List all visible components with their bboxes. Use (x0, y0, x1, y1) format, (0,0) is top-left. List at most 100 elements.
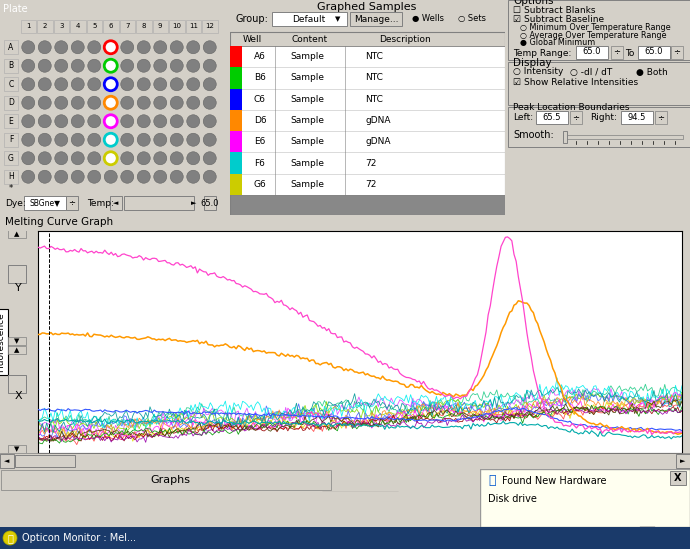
Bar (202, 20, 217, 33)
Bar (230, 68, 242, 88)
Circle shape (22, 96, 34, 109)
Circle shape (88, 152, 101, 165)
Circle shape (154, 115, 167, 128)
Bar (563, 131, 567, 143)
Bar (272, 12, 347, 26)
Circle shape (104, 152, 117, 165)
Text: NTC: NTC (365, 95, 383, 104)
Bar (24, 196, 66, 210)
Bar (86, 20, 102, 33)
Circle shape (71, 170, 84, 183)
Circle shape (55, 152, 68, 165)
Text: To: To (625, 48, 634, 58)
Polygon shape (640, 527, 655, 535)
Circle shape (55, 78, 68, 91)
Bar (576, 46, 608, 59)
Text: ▲: ▲ (14, 347, 20, 353)
Text: X: X (674, 473, 682, 483)
Bar (230, 173, 242, 195)
Text: Left:: Left: (513, 114, 533, 122)
Bar (230, 153, 242, 173)
Text: 3: 3 (59, 24, 63, 30)
Bar (4, 133, 18, 147)
Bar (230, 110, 242, 131)
Text: 9: 9 (158, 24, 163, 30)
Circle shape (154, 133, 167, 146)
Text: 65.0: 65.0 (583, 48, 601, 57)
Text: ÷: ÷ (68, 199, 75, 208)
Bar (508, 0, 690, 60)
Text: *: * (9, 183, 13, 193)
Text: Sample: Sample (290, 137, 324, 146)
Bar (0, 454, 14, 468)
Text: Content: Content (292, 35, 328, 43)
Bar (66, 196, 78, 210)
Circle shape (137, 59, 150, 72)
Circle shape (38, 78, 51, 91)
Bar (350, 12, 402, 26)
Text: A: A (8, 43, 14, 52)
Bar (8, 375, 26, 393)
Circle shape (88, 115, 101, 128)
Circle shape (170, 78, 184, 91)
Text: X: X (14, 391, 22, 401)
Bar (54, 20, 69, 33)
Circle shape (38, 41, 51, 54)
Text: D6: D6 (254, 116, 266, 125)
Text: ►: ► (680, 458, 686, 464)
Circle shape (38, 96, 51, 109)
Text: ○ Minimum Over Temperature Range: ○ Minimum Over Temperature Range (520, 23, 671, 31)
Circle shape (71, 59, 84, 72)
Circle shape (38, 170, 51, 183)
Circle shape (154, 96, 167, 109)
Text: ● Wells: ● Wells (412, 14, 444, 24)
Text: ○ Intensity: ○ Intensity (513, 68, 563, 76)
Circle shape (88, 59, 101, 72)
Circle shape (187, 59, 199, 72)
Text: Smooth:: Smooth: (513, 130, 554, 140)
Circle shape (154, 41, 167, 54)
Text: F: F (9, 135, 13, 144)
Circle shape (38, 133, 51, 146)
Bar (230, 131, 242, 153)
Text: 65.5: 65.5 (543, 114, 561, 122)
Bar (1, 470, 331, 490)
Bar (169, 20, 184, 33)
Text: gDNA: gDNA (365, 137, 391, 146)
Circle shape (154, 170, 167, 183)
Circle shape (55, 96, 68, 109)
Text: ☐ Subtract Blanks: ☐ Subtract Blanks (513, 5, 595, 14)
Bar (611, 46, 623, 59)
Circle shape (154, 78, 167, 91)
Circle shape (38, 152, 51, 165)
Bar (37, 20, 52, 33)
Text: B6: B6 (254, 74, 266, 82)
Bar (4, 114, 18, 128)
Bar (8, 337, 26, 345)
Circle shape (71, 152, 84, 165)
Circle shape (204, 59, 216, 72)
Text: 2: 2 (43, 24, 47, 30)
Bar (152, 20, 168, 33)
Text: Default: Default (293, 14, 326, 24)
Circle shape (187, 96, 199, 109)
Text: ○ Sets: ○ Sets (458, 14, 486, 24)
Bar (4, 59, 18, 73)
Circle shape (137, 96, 150, 109)
Text: D: D (8, 98, 14, 107)
Circle shape (170, 152, 184, 165)
Bar (230, 32, 505, 215)
Circle shape (170, 96, 184, 109)
Text: H: H (8, 172, 14, 181)
Text: ÷: ÷ (658, 114, 664, 122)
Circle shape (121, 170, 134, 183)
Text: ▲: ▲ (14, 231, 20, 237)
Bar (508, 62, 690, 105)
Bar (124, 196, 194, 210)
Text: G: G (8, 154, 14, 163)
Bar (563, 135, 683, 139)
Circle shape (121, 96, 134, 109)
Text: 72: 72 (365, 180, 376, 189)
Circle shape (38, 59, 51, 72)
Circle shape (55, 59, 68, 72)
